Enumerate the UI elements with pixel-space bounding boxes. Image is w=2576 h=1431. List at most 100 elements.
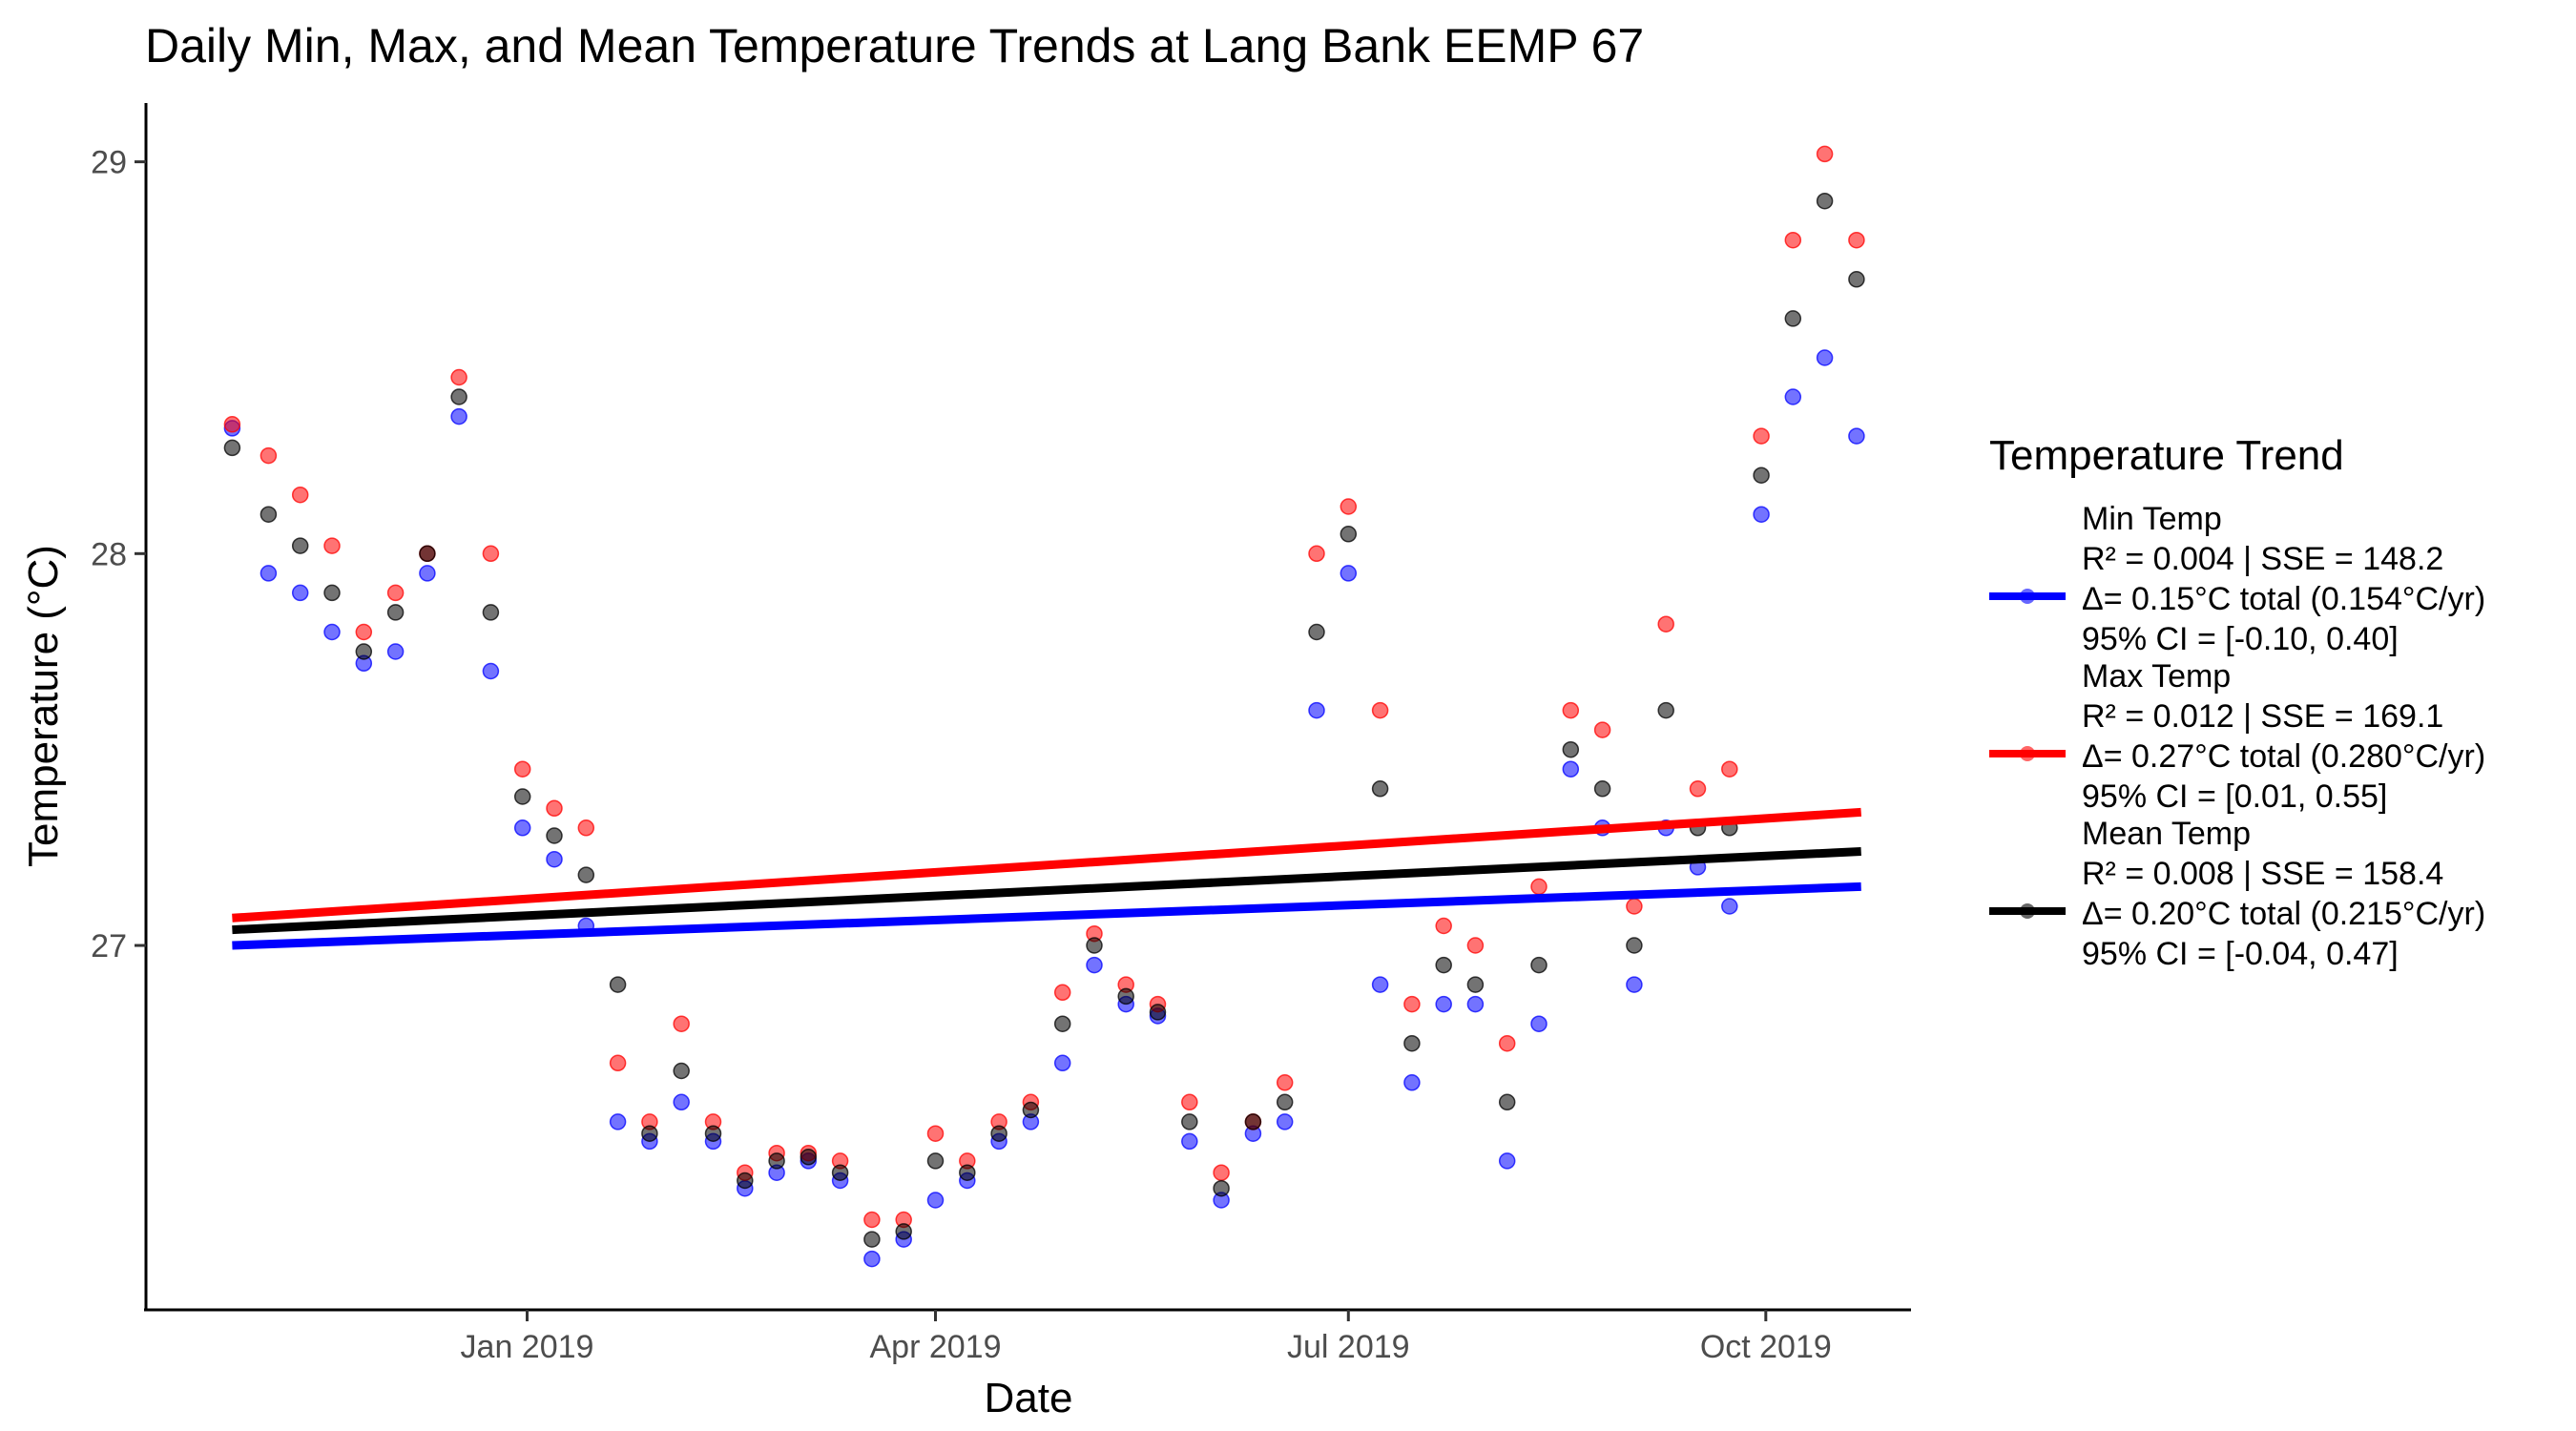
min-temp-point <box>546 850 563 868</box>
min-temp-point <box>1435 995 1452 1013</box>
max-temp-point <box>1657 615 1674 633</box>
chart-title: Daily Min, Max, and Mean Temperature Tre… <box>145 19 1644 73</box>
mean-temp-point <box>609 976 627 993</box>
mean-temp-legend-dot <box>2020 903 2035 919</box>
min-temp-point <box>1626 976 1643 993</box>
mean-temp-point <box>863 1231 881 1248</box>
mean-temp-point <box>1784 310 1802 327</box>
x-tick-label: Oct 2019 <box>1700 1329 1832 1365</box>
max-temp-point <box>1530 878 1548 896</box>
mean-temp-legend-text: R² = 0.008 | SSE = 158.4 <box>2082 856 2443 892</box>
mean-temp-point <box>1117 987 1134 1006</box>
mean-temp-point <box>1626 937 1643 954</box>
trend-lines <box>232 807 1861 950</box>
max-temp-point <box>1403 995 1421 1013</box>
mean-temp-point <box>1181 1113 1198 1130</box>
min-temp-point <box>513 819 531 837</box>
max-temp-point <box>863 1211 881 1229</box>
y-axis-title: Temperature (°C) <box>20 545 67 867</box>
mean-temp-point <box>704 1125 722 1142</box>
mean-temp-point <box>1086 937 1103 954</box>
min-temp-point <box>926 1192 945 1209</box>
y-axis-ticks: 27 28 29 <box>91 145 146 964</box>
max-temp-point <box>1371 701 1389 719</box>
mean-temp-point <box>1562 740 1580 758</box>
min-temp-point <box>1308 701 1325 719</box>
max-temp-legend-text: R² = 0.012 | SSE = 169.1 <box>2082 698 2443 735</box>
mean-temp-point <box>1466 976 1485 993</box>
mean-temp-point <box>1053 1015 1071 1032</box>
mean-temp-point <box>641 1125 658 1142</box>
min-temp-legend-text: Δ= 0.15°C total (0.154°C/yr) <box>2082 581 2485 617</box>
min-temp-point <box>1753 506 1770 523</box>
max-temp-point <box>355 623 373 641</box>
x-axis-title: Date <box>985 1375 1073 1421</box>
min-temp-point <box>1562 760 1580 778</box>
min-temp-point <box>1848 427 1865 445</box>
mean-temp-point <box>1149 1004 1167 1021</box>
max-temp-point <box>1562 701 1580 719</box>
mean-temp-point <box>1403 1034 1421 1052</box>
mean-temp-point <box>260 506 278 523</box>
min-temp-point <box>1721 898 1738 915</box>
min-temp-trend-line <box>232 881 1861 950</box>
max-temp-trend-line <box>232 807 1861 923</box>
max-temp-point <box>386 584 405 602</box>
mean-temp-legend-text: Δ= 0.20°C total (0.215°C/yr) <box>2082 896 2485 932</box>
max-temp-point <box>1626 898 1643 915</box>
max-temp-point <box>291 486 309 504</box>
mean-temp-point <box>800 1149 818 1166</box>
max-temp-point <box>1276 1074 1294 1091</box>
max-temp-point <box>609 1054 627 1072</box>
min-temp-point <box>450 407 467 425</box>
max-temp-point <box>577 819 595 837</box>
min-temp-point <box>1784 388 1802 405</box>
max-temp-point <box>513 760 531 778</box>
min-temp-point <box>482 662 500 680</box>
max-temp-point <box>1340 498 1358 515</box>
max-temp-point <box>1498 1034 1516 1052</box>
data-points <box>223 145 1865 1268</box>
mean-temp-point <box>1498 1093 1516 1111</box>
mean-temp-point <box>355 643 373 660</box>
min-temp-point <box>260 565 278 582</box>
max-temp-point <box>926 1125 945 1142</box>
max-temp-point <box>323 537 341 554</box>
mean-temp-point <box>737 1172 754 1190</box>
max-temp-point <box>546 799 563 818</box>
min-temp-point <box>1276 1113 1294 1130</box>
max-temp-point <box>1308 545 1325 563</box>
mean-temp-legend-text: Mean Temp <box>2082 816 2251 852</box>
max-temp-point <box>223 416 241 433</box>
legend-title: Temperature Trend <box>1989 432 2344 479</box>
max-temp-point <box>1784 231 1802 249</box>
mean-temp-point <box>1435 956 1452 974</box>
max-temp-point <box>1689 780 1707 798</box>
min-temp-legend-dot <box>2020 589 2035 604</box>
mean-temp-point <box>990 1125 1008 1142</box>
mean-temp-point <box>1848 271 1865 288</box>
mean-temp-point <box>1816 192 1834 210</box>
max-temp-point <box>1816 145 1834 163</box>
y-tick-label: 27 <box>91 928 127 964</box>
mean-temp-point <box>386 604 405 621</box>
mean-temp-point <box>419 545 436 563</box>
min-temp-legend-text: R² = 0.004 | SSE = 148.2 <box>2082 541 2443 577</box>
min-temp-point <box>1466 995 1485 1013</box>
mean-temp-point <box>1276 1093 1294 1111</box>
min-temp-point <box>1816 349 1834 366</box>
mean-temp-point <box>546 827 563 844</box>
mean-temp-point <box>1530 956 1548 974</box>
mean-temp-point <box>895 1223 912 1240</box>
mean-temp-legend-text: 95% CI = [-0.04, 0.47] <box>2082 936 2399 972</box>
x-tick-label: Jan 2019 <box>461 1329 594 1365</box>
max-temp-point <box>1053 984 1071 1002</box>
mean-temp-point <box>926 1152 945 1170</box>
legend: Min Temp R² = 0.004 | SSE = 148.2 Δ= 0.15°… <box>1989 501 2485 972</box>
x-tick-label: Apr 2019 <box>870 1329 1002 1365</box>
max-temp-point <box>482 545 500 563</box>
max-temp-point <box>1593 721 1611 738</box>
min-temp-point <box>1530 1015 1548 1032</box>
min-temp-point <box>1086 956 1103 974</box>
